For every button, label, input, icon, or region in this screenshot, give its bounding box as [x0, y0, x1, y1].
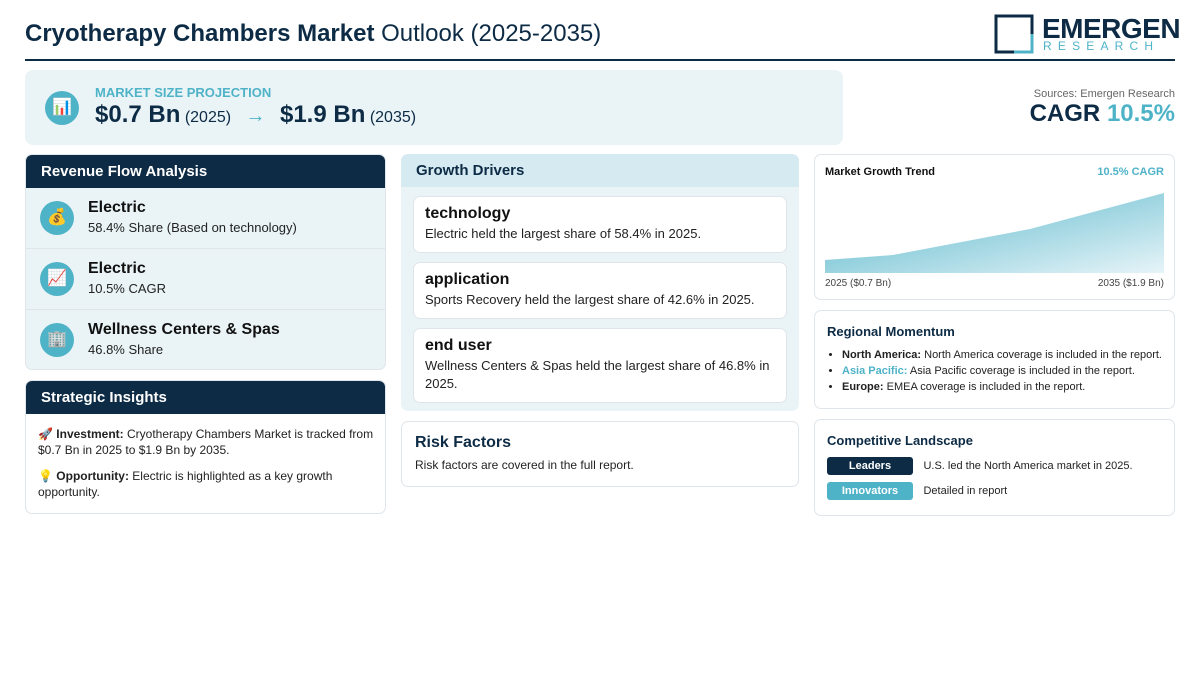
end-year: (2035): [369, 109, 417, 126]
region-label: North America:: [842, 349, 922, 361]
driver-title: technology: [425, 205, 511, 222]
insight: 🚀 Investment: Cryotherapy Chambers Marke…: [38, 426, 376, 458]
arrow: →: [245, 105, 266, 127]
driver-card: end user Wellness Centers & Spas held the…: [413, 328, 787, 403]
end-value: $1.9 Bn: [279, 101, 366, 128]
section-title: Risk Factors: [415, 434, 512, 451]
comp-text: U.S. led the North America market in 202…: [923, 460, 1133, 472]
trend-area: [825, 193, 1164, 273]
region-text: EMEA coverage is included in the report.: [886, 381, 1086, 393]
item-text: 58.4% Share (Based on technology): [88, 220, 297, 235]
flow-item: 📈 Electric 10.5% CAGR: [26, 249, 385, 310]
trend-card: Market Growth Trend 10.5% CAGR 2025 ($0.…: [814, 154, 1175, 300]
driver-title: application: [425, 271, 510, 288]
icon: 📈: [40, 262, 74, 296]
insight-label: Investment:: [56, 427, 124, 441]
region-text: Asia Pacific coverage is included in the…: [909, 365, 1135, 377]
flow-item: 🏢 Wellness Centers & Spas 46.8% Share: [26, 310, 385, 369]
section-title: Growth Drivers: [401, 154, 799, 187]
region-item: North America: North America coverage is…: [842, 349, 1162, 361]
region-label: Europe:: [842, 381, 884, 393]
trend-end: 2035 ($1.9 Bn): [1097, 278, 1164, 289]
cagr: CAGR 10.5%: [1030, 100, 1175, 128]
region-item: Europe: EMEA coverage is included in the…: [842, 381, 1162, 393]
trend-title: Market Growth Trend: [825, 166, 936, 178]
icon: 🏢: [40, 323, 74, 357]
insight-text: Electric is highlighted as a key growth …: [38, 469, 333, 499]
driver-text: Sports Recovery held the largest share o…: [425, 292, 755, 307]
cagr-value: 10.5%: [1106, 100, 1175, 127]
strategic-insights: Strategic Insights 🚀 Investment: Cryothe…: [25, 380, 386, 514]
driver-title: end user: [425, 337, 492, 354]
item-title: Electric: [88, 199, 146, 216]
trend-start: 2025 ($0.7 Bn): [825, 278, 892, 289]
projection-values: $0.7 Bn (2025) → $1.9 Bn (2035): [95, 101, 416, 129]
item-title: Wellness Centers & Spas: [88, 321, 280, 338]
revenue-flow: Revenue Flow Analysis 💰 Electric 58.4% Sha…: [25, 154, 386, 370]
competitive-landscape: Competitive Landscape Leaders U.S. led t…: [814, 419, 1175, 516]
risk-text: Risk factors are covered in the full rep…: [415, 458, 634, 472]
item-text: 10.5% CAGR: [88, 281, 167, 296]
projection-icon: 📊: [45, 91, 79, 125]
section-title: Regional Momentum: [827, 324, 955, 339]
driver-text: Wellness Centers & Spas held the largest…: [425, 358, 770, 391]
item-text: 46.8% Share: [88, 342, 164, 357]
icon: 💡: [38, 469, 53, 483]
badge: Innovators: [827, 482, 913, 500]
insight: 💡 Opportunity: Electric is highlighted a…: [38, 468, 376, 500]
header-rule: [25, 59, 1175, 61]
trend-cagr: 10.5% CAGR: [1097, 166, 1164, 178]
cagr-label: CAGR: [1029, 100, 1101, 127]
region-item: Asia Pacific: Asia Pacific coverage is i…: [842, 365, 1162, 377]
sources: Sources: Emergen Research: [1033, 88, 1175, 100]
growth-drivers: Growth Drivers technology Electric held t…: [401, 154, 799, 411]
regional-momentum: Regional Momentum North America: North A…: [814, 310, 1175, 409]
section-title: Revenue Flow Analysis: [26, 155, 385, 188]
comp-item: Leaders U.S. led the North America marke…: [827, 456, 1162, 475]
title: Cryotherapy Chambers Market Outlook (202…: [25, 20, 601, 48]
comp-item: Innovators Detailed in report: [827, 481, 1162, 500]
section-title: Competitive Landscape: [827, 433, 973, 448]
title-bold: Cryotherapy Chambers Market: [25, 20, 375, 47]
item-title: Electric: [88, 260, 146, 277]
section-title: Strategic Insights: [26, 381, 385, 414]
projection-box: 📊 MARKET SIZE PROJECTION $0.7 Bn (2025) …: [25, 70, 843, 145]
insight-text: Cryotherapy Chambers Market is tracked f…: [38, 427, 374, 457]
driver-text: Electric held the largest share of 58.4%…: [425, 226, 702, 241]
risk-factors: Risk Factors Risk factors are covered in…: [401, 421, 799, 487]
region-label: Asia Pacific:: [842, 365, 908, 377]
start-value: $0.7 Bn: [95, 101, 181, 128]
comp-text: Detailed in report: [923, 485, 1008, 497]
projection-label: MARKET SIZE PROJECTION: [95, 85, 272, 100]
badge: Leaders: [827, 457, 913, 475]
icon: 💰: [40, 201, 74, 235]
driver-card: application Sports Recovery held the larg…: [413, 262, 787, 319]
region-list: North America: North America coverage is…: [827, 349, 1162, 393]
logo-top: EMERGEN: [1042, 13, 1181, 44]
title-rest: Outlook (2025-2035): [381, 20, 602, 47]
icon: 🚀: [38, 427, 53, 441]
logo-icon: [994, 14, 1034, 54]
insight-label: Opportunity:: [56, 469, 129, 483]
start-year: (2025): [184, 109, 232, 126]
logo-bottom: RESEARCH: [1043, 39, 1160, 53]
flow-item: 💰 Electric 58.4% Share (Based on technolog…: [26, 188, 385, 249]
driver-card: technology Electric held the largest shar…: [413, 196, 787, 253]
region-text: North America coverage is included in th…: [924, 349, 1162, 361]
